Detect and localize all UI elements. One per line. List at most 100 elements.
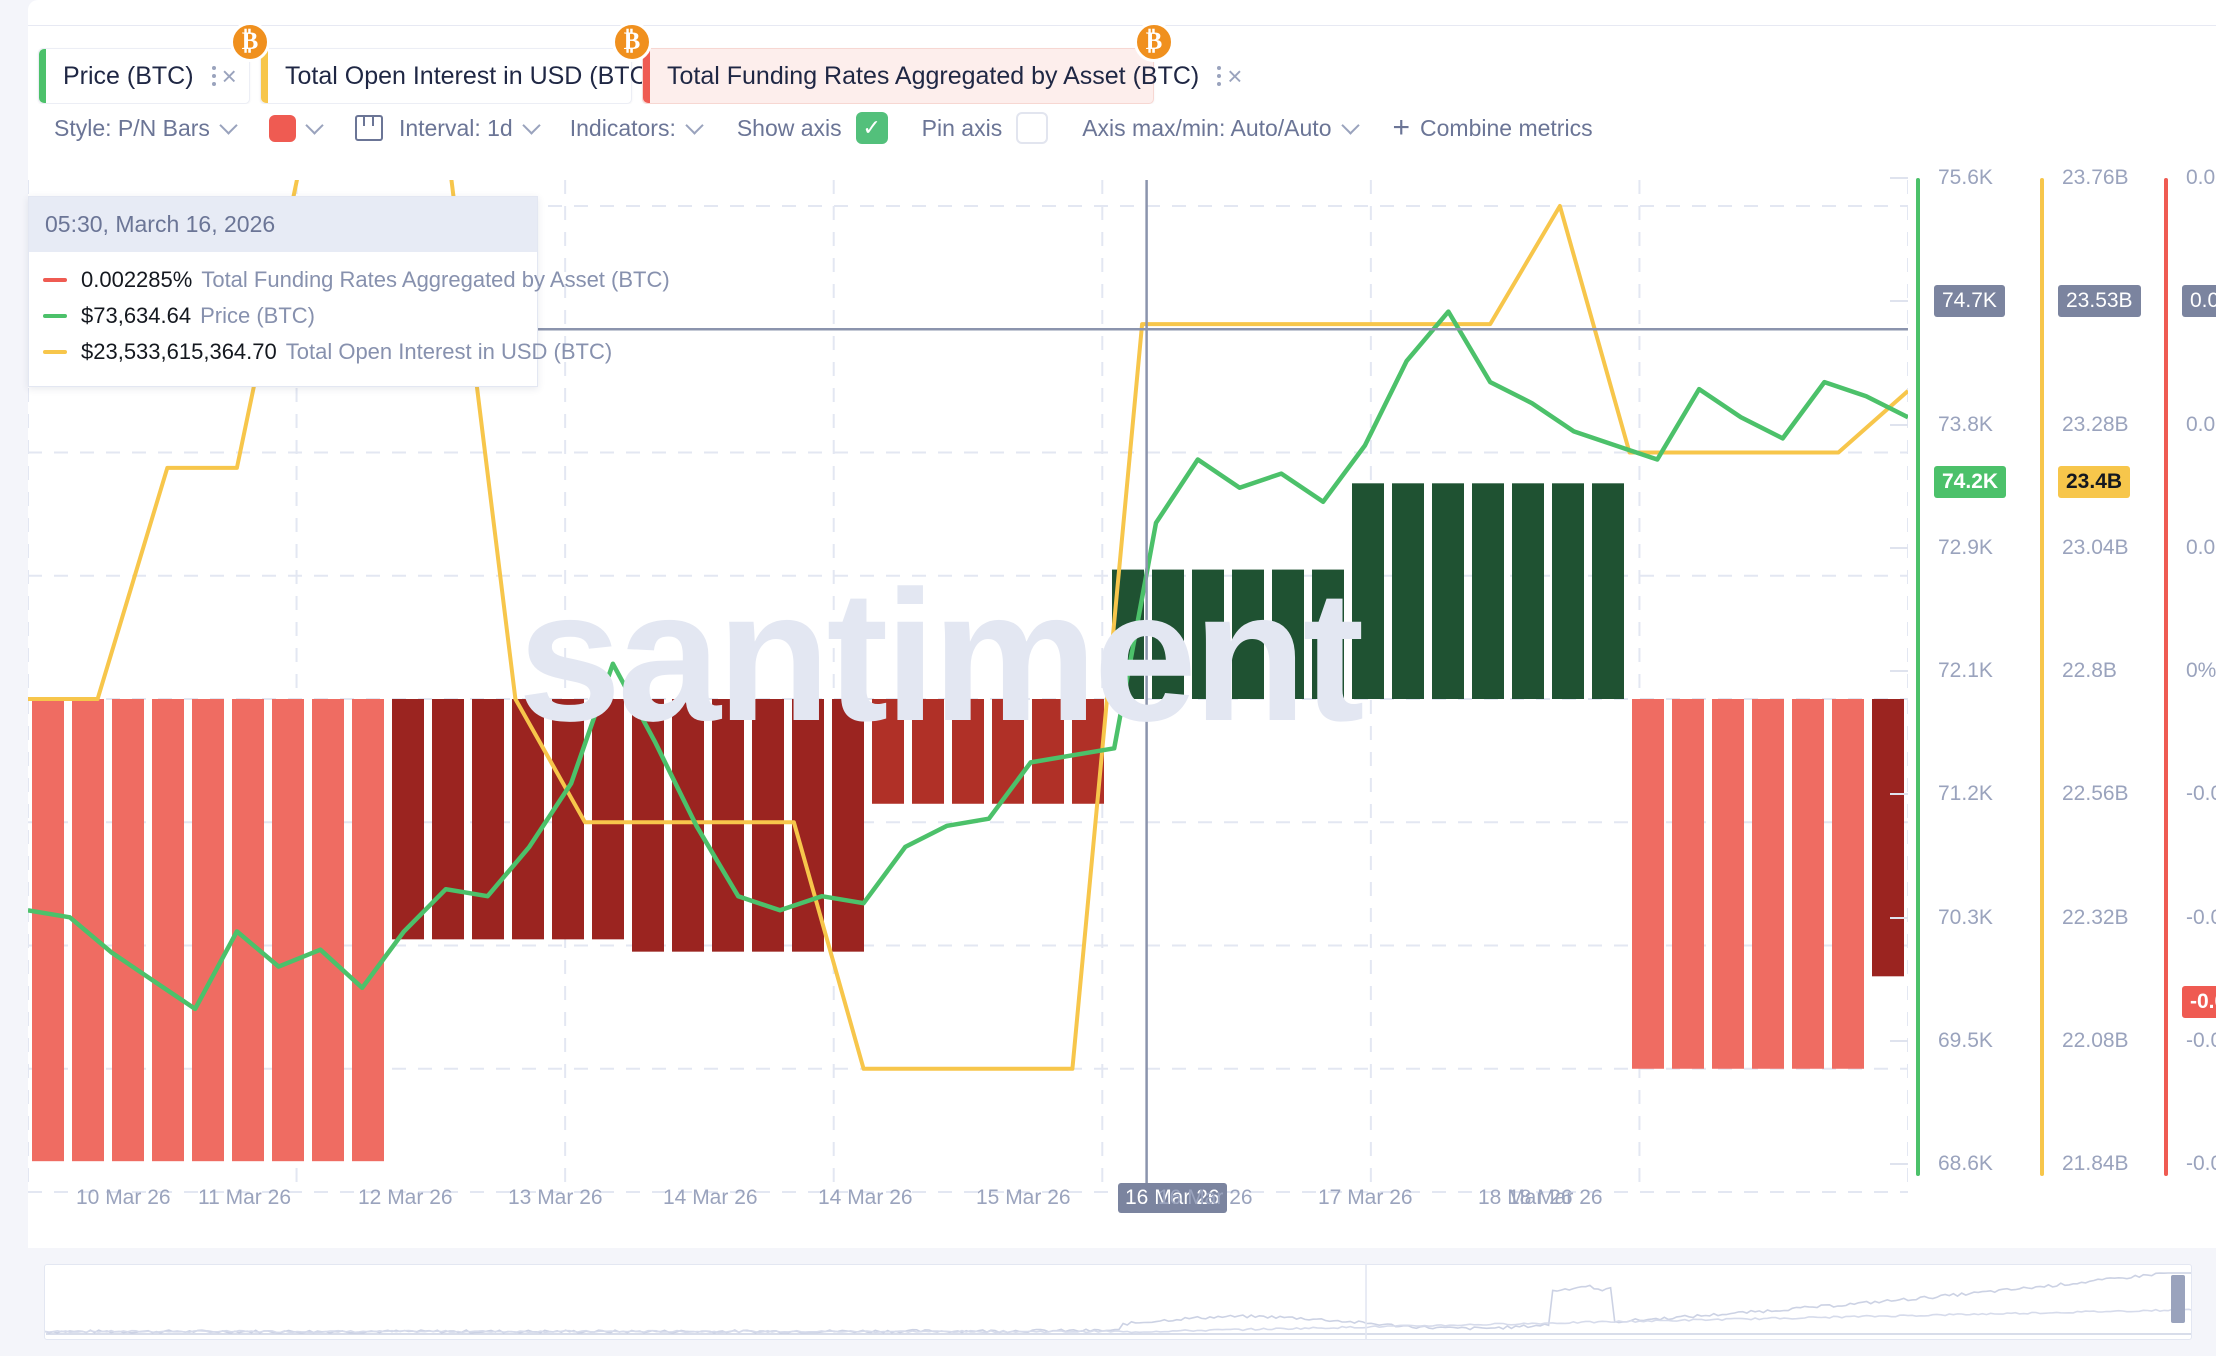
axis-tick-label: 21.84B (2062, 1152, 2129, 1175)
axis-tick-mark (1890, 177, 1908, 179)
metric-tab-funding-rates[interactable]: Total Funding Rates Aggregated by Asset … (642, 48, 1242, 104)
axis-tick-label: 72.9K (1938, 535, 1993, 559)
axis-tick-label: 22.08B (2062, 1028, 2129, 1052)
navigator-right-handle[interactable] (2171, 1275, 2185, 1323)
axis-tick-mark (1890, 670, 1908, 672)
axis-last-value-badge: 23.4B (2058, 466, 2131, 498)
combine-metrics-button[interactable]: + Combine metrics (1393, 111, 1593, 145)
x-axis-tick-label: 16 Mar 26 (1158, 1186, 1253, 1209)
axis-tick-label: 75.6K (1938, 166, 1993, 189)
chart-tooltip: 05:30, March 16, 2026 0.002285% Total Fun… (28, 196, 670, 387)
pin-axis-label: Pin axis (921, 114, 1003, 141)
tooltip-row: $23,533,615,364.70 Total Open Interest in… (43, 334, 612, 370)
axis-tick-label: -0.006% (2186, 1028, 2216, 1052)
axis-tick-label: 23.76B (2062, 166, 2129, 189)
axis-tick-label: 22.8B (2062, 659, 2117, 682)
tooltip-row: 0.002285% Total Funding Rates Aggregated … (43, 262, 670, 298)
tooltip-series-name: Total Funding Rates Aggregated by Asset … (201, 267, 670, 292)
axis-tick-label: 69.5K (1938, 1028, 1993, 1052)
axis-crosshair-badge: 23.53B (2058, 285, 2141, 318)
axis-tick-label: 0.005% (2186, 412, 2216, 436)
x-axis-tick-label: 14 Mar 26 (663, 1186, 758, 1209)
axis-line-2 (2164, 178, 2168, 1176)
axis-minmax-label: Axis max/min: Auto/Auto (1082, 114, 1332, 141)
axis-tick-label: 71.2K (1938, 782, 1993, 806)
axis-tick-mark (1890, 1163, 1908, 1165)
chart-range-navigator[interactable] (44, 1264, 2192, 1340)
tooltip-value: 0.002285% (81, 267, 193, 292)
chevron-down-icon (1340, 116, 1360, 135)
axis-tick-label: -0.002% (2186, 782, 2216, 806)
axis-minmax-selector[interactable]: Axis max/min: Auto/Auto (1082, 114, 1360, 142)
y-axes-group: 75.6K 74.7K 73.8K 72.9K 72.1K 71.2K 70.3K 69.5K… (1890, 152, 2216, 1248)
x-axis-tick-label: 18 Mar 26 (1508, 1186, 1603, 1209)
axis-crosshair-badge: 74.7K (1934, 285, 2005, 318)
x-axis-tick-label: 10 Mar 26 (76, 1186, 171, 1209)
metric-tab-open-interest[interactable]: Total Open Interest in USD (BTC) × (260, 48, 699, 104)
axis-tick-label: 72.1K (1938, 659, 1993, 682)
window-top-strip (28, 0, 2216, 26)
chevron-down-icon (685, 116, 704, 135)
axis-tick-label: 0.003% (2186, 535, 2216, 559)
axis-last-value-badge: 74.2K (1934, 466, 2007, 498)
plot-canvas[interactable]: santiment (28, 180, 1908, 1210)
combine-metrics-label: Combine metrics (1420, 114, 1593, 141)
close-icon[interactable]: × (221, 61, 237, 91)
interval-label: Interval: 1d (398, 114, 513, 141)
color-swatch (268, 114, 296, 142)
pin-axis-toggle[interactable]: Pin axis (922, 112, 1049, 144)
series-color-selector[interactable] (268, 114, 324, 142)
x-axis-labels: 10 Mar 26 11 Mar 26 12 Mar 26 13 Mar 26 14 M… (28, 1183, 2216, 1216)
bitcoin-icon: ₿ (230, 22, 270, 62)
axis-tick-label: 0.008% (2186, 166, 2216, 189)
style-selector[interactable]: Style: P/N Bars (54, 115, 238, 142)
axis-tick-label: 0% (2186, 659, 2216, 682)
check-icon[interactable]: ✓ (855, 112, 888, 144)
tooltip-value: $23,533,615,364.70 (81, 339, 277, 364)
show-axis-toggle[interactable]: Show axis ✓ (737, 112, 888, 144)
x-axis-tick-label: 14 Mar 26 (818, 1186, 913, 1209)
calendar-icon (354, 115, 383, 141)
plus-icon: + (1392, 111, 1411, 144)
axis-tick-mark (1890, 300, 1908, 303)
tooltip-rows: 0.002285% Total Funding Rates Aggregated … (29, 252, 670, 386)
checkbox-empty-icon[interactable] (1016, 112, 1049, 144)
tab-label: Price (BTC) (63, 61, 194, 90)
tooltip-row: $73,634.64 Price (BTC) (43, 298, 523, 334)
tab-menu-icon[interactable] (211, 61, 216, 91)
bitcoin-icon: ₿ (612, 22, 652, 62)
left-rail (0, 0, 28, 1356)
axis-tick-label: 23.04B (2062, 535, 2129, 559)
metric-tab-price[interactable]: Price (BTC) × (38, 48, 250, 104)
x-axis-tick-label: 18 Mar 26 (1478, 1186, 1573, 1209)
axis-crosshair-badge: 0.006% (2182, 285, 2216, 318)
tab-label: Total Open Interest in USD (BTC) (285, 61, 656, 90)
axis-tick-mark (1890, 1039, 1908, 1042)
close-icon[interactable]: × (1227, 61, 1243, 91)
indicators-label: Indicators: (569, 114, 676, 141)
santiment-watermark: santiment (518, 553, 1365, 760)
axis-tick-label: 22.32B (2062, 905, 2129, 929)
series-color-dash (43, 314, 67, 318)
axis-tick-label: -0.004% (2186, 905, 2216, 929)
tooltip-series-name: Price (BTC) (200, 303, 315, 328)
axis-tick-label: -0.008% (2186, 1152, 2216, 1175)
x-axis-tick-label: 16 Mar 26 (1118, 1183, 1227, 1213)
indicators-selector[interactable]: Indicators: (569, 114, 704, 142)
chart-area[interactable]: santiment 75.6K 74.7K 73.8K 72.9K 72.1K 71.2K… (28, 152, 2216, 1248)
tab-menu-icon[interactable] (1217, 61, 1222, 91)
bitcoin-icon: ₿ (1134, 22, 1174, 62)
chevron-down-icon (219, 116, 238, 135)
axis-line-0 (1916, 178, 1920, 1176)
tooltip-timestamp: 05:30, March 16, 2026 (29, 197, 537, 252)
series-color-dash (43, 350, 67, 354)
axis-tick-mark (1890, 916, 1908, 919)
tab-accent-bar (643, 49, 650, 103)
axis-line-1 (2040, 178, 2044, 1176)
show-axis-label: Show axis (736, 114, 842, 141)
x-axis-tick-label: 17 Mar 26 (1318, 1186, 1413, 1209)
series-color-dash (43, 278, 67, 282)
chart-toolbar: Style: P/N Bars Interval: 1d Indicators:… (28, 104, 2216, 152)
interval-selector[interactable]: Interval: 1d (354, 114, 541, 142)
